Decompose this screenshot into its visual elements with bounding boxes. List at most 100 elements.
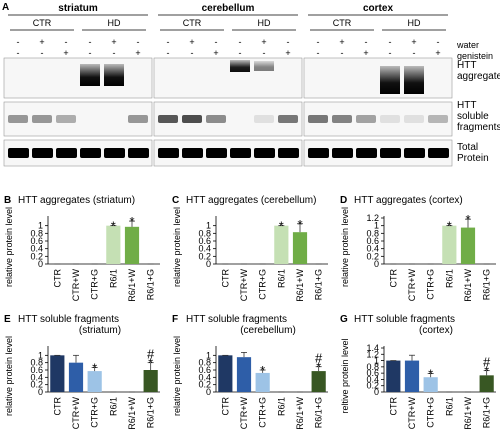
blot-band [308,115,328,123]
y-tick-label: 0.8 [30,358,43,368]
treatment-sign: - [167,37,170,47]
x-tick-label: R6/1+W [295,396,305,429]
significance-mark: * [484,364,489,379]
blot-band [404,115,424,123]
y-tick-label: 1 [374,356,379,366]
band-label-line: soluble [457,111,489,122]
treatment-sign: + [435,48,440,58]
treatment-sign: + [135,48,140,58]
treatment-sign: + [363,48,368,58]
x-tick-label: R6/1 [108,397,118,416]
blot-frame [3,139,153,167]
x-tick-label: R6/1+W [463,268,473,301]
significance-mark: * [447,219,452,234]
x-tick-label: R6/1+G [482,397,492,428]
significance-mark: * [129,214,134,229]
bar [292,232,308,264]
treatment-sign: + [339,37,344,47]
x-tick-label: CTR+G [90,397,100,428]
significance-mark: * [111,219,116,234]
panel-letter: G [340,314,348,325]
y-tick-label: 0.6 [30,365,43,375]
blot-band [8,115,28,123]
significance-mark: * [428,366,433,381]
x-tick-label: CTR [388,269,398,288]
band-label-line: fragments [457,122,500,133]
treatment-sign: + [63,48,68,58]
y-tick-label: 0 [206,387,211,397]
treatment-sign: - [263,48,266,58]
y-tick-label: 0.6 [366,368,379,378]
blot-band [254,148,275,158]
y-axis-label: relative protein level [4,207,14,287]
y-tick-label: 0.4 [30,372,43,382]
blot-band [308,148,329,158]
blot-band [32,115,52,123]
blot-band [206,148,227,158]
panel-letter: E [4,314,11,325]
treatment-sign: - [167,48,170,58]
x-tick-label: CTR+G [426,397,436,428]
treatment-sign: - [17,37,20,47]
y-axis-label: relative protein level [172,336,182,416]
treatment-sign: - [65,37,68,47]
blot-band [104,148,125,158]
bar [236,357,252,392]
row-name: water [456,40,479,50]
y-tick-label: 1 [206,350,211,360]
tissue-name: striatum [58,3,98,14]
bar [386,360,401,392]
treatment-sign: + [189,37,194,47]
blot-band [128,148,149,158]
bar [255,372,270,392]
y-tick-label: 1 [38,221,43,231]
chart-title: HTT soluble fragments [186,314,287,325]
x-tick-label: R6/1+W [463,396,473,429]
x-tick-label: CTR+W [71,396,81,429]
treatment-sign: - [239,48,242,58]
y-tick-label: 0.6 [198,236,211,246]
treatment-sign: - [413,48,416,58]
blot-band [158,115,178,123]
y-tick-label: 0.8 [30,228,43,238]
significance-mark: # [483,355,491,370]
panel-letter: B [4,195,11,206]
blot-band [278,148,299,158]
panel-letter: F [172,314,178,325]
panel-letter: D [340,195,347,206]
y-tick-label: 0.2 [30,251,43,261]
blot-band [8,148,29,158]
x-tick-label: CTR+W [71,268,81,301]
group-name: HD [408,18,421,28]
blot-frame [303,101,453,137]
y-axis-label: relative protein level [340,207,350,287]
significance-mark: * [148,356,153,371]
group-name: CTR [333,18,352,28]
y-tick-label: 0 [374,387,379,397]
treatment-sign: + [261,37,266,47]
blot-band [80,64,100,86]
bar [106,225,121,264]
treatment-sign: - [215,37,218,47]
y-tick-label: 0.2 [198,380,211,390]
x-tick-label: R6/1+W [295,268,305,301]
significance-mark: # [147,347,155,362]
treatment-sign: + [39,37,44,47]
y-tick-label: 1 [374,221,379,231]
blot-band [380,148,401,158]
treatment-sign: - [113,48,116,58]
band-label: Total Protein [457,142,489,164]
chart-title: HTT soluble fragments [354,314,455,325]
group-name: CTR [183,18,202,28]
chart-title: HTT aggregates (striatum) [18,195,135,206]
bar [218,355,233,392]
treatment-sign: - [437,37,440,47]
bar [143,370,158,392]
x-tick-label: R6/1+G [314,269,324,300]
blot-band [404,148,425,158]
y-tick-label: 1 [206,221,211,231]
group-name: HD [258,18,271,28]
x-tick-label: R6/1+G [314,397,324,428]
blot-band [230,148,251,158]
